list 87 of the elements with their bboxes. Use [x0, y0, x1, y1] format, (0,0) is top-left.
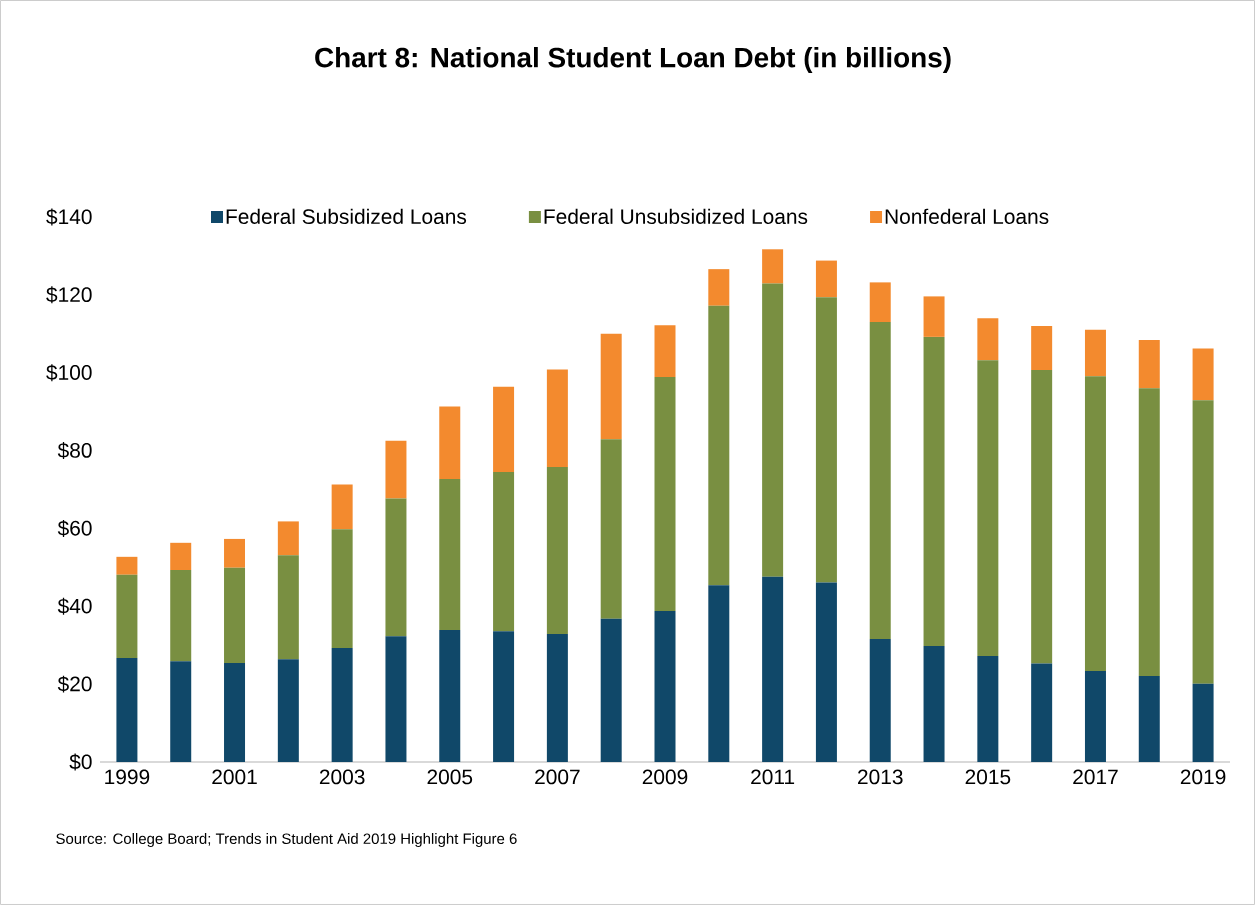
bar [1138, 675, 1160, 762]
bar [923, 296, 945, 337]
bar [600, 333, 622, 440]
bar [977, 318, 999, 361]
bar [654, 325, 676, 377]
bar [1084, 670, 1106, 762]
x-tick-label: 2001 [212, 769, 257, 785]
bar [116, 658, 138, 762]
y-tick-label: $40 [57, 597, 92, 615]
bar [493, 471, 515, 632]
bar [385, 498, 407, 637]
x-tick-label: 2013 [858, 769, 903, 785]
bar [923, 645, 945, 762]
bar [1192, 348, 1214, 401]
bar [546, 369, 568, 467]
bar [1084, 329, 1106, 377]
y-tick-label: $100 [46, 364, 92, 382]
y-tick-label: $80 [57, 442, 92, 460]
legend-label: Nonfederal Loans [885, 208, 1049, 225]
bar [116, 574, 138, 659]
bar [762, 249, 784, 284]
x-tick-label: 2011 [751, 769, 795, 785]
y-tick-label: $20 [57, 675, 92, 693]
bar [331, 647, 353, 762]
bar [385, 440, 407, 499]
bar [600, 439, 622, 619]
bar [1031, 663, 1053, 762]
bar [224, 663, 246, 762]
bar [1192, 683, 1214, 762]
bar [654, 376, 676, 611]
bar [815, 582, 837, 762]
bar [1138, 339, 1160, 389]
bar [600, 618, 622, 762]
bar [331, 484, 353, 530]
bar [762, 576, 784, 762]
bar [762, 283, 784, 577]
bar [170, 570, 192, 662]
bar [170, 661, 192, 762]
bar [224, 538, 246, 568]
bar [869, 282, 891, 323]
bar [869, 322, 891, 639]
x-tick-label: 2017 [1073, 769, 1118, 785]
x-tick-label: 2005 [427, 769, 473, 785]
bar [439, 630, 461, 762]
source-note: Source: College Board; Trends in Student Aid 2019 Highlight Figure 6 [56, 833, 517, 847]
bar [977, 656, 999, 762]
bar [224, 567, 246, 664]
bar [493, 386, 515, 472]
bar [869, 638, 891, 762]
chart-title: Chart 8: National Student Loan Debt (in billions) [315, 47, 951, 73]
bar [439, 406, 461, 479]
bar [708, 585, 730, 762]
bar [546, 466, 568, 634]
bar [708, 305, 730, 586]
bar [1192, 400, 1214, 684]
bar [277, 555, 299, 660]
y-tick-label: $0 [69, 753, 92, 771]
bar [654, 610, 676, 762]
bar [546, 633, 568, 762]
bar [116, 556, 138, 575]
bar [923, 336, 945, 646]
y-tick-label: $140 [46, 208, 92, 226]
bar [1031, 325, 1053, 370]
bar [277, 521, 299, 556]
bar [708, 269, 730, 306]
bar [331, 529, 353, 648]
bar [170, 542, 192, 571]
x-tick-label: 2007 [535, 769, 580, 785]
bar [815, 260, 837, 298]
bar [815, 297, 837, 583]
x-tick-label: 2009 [642, 769, 688, 785]
y-tick-label: $120 [46, 286, 92, 304]
bar [1031, 369, 1053, 664]
bar [1138, 388, 1160, 676]
bar [493, 631, 515, 762]
legend-label: Federal Unsubsidized Loans [544, 208, 808, 225]
bar [1084, 376, 1106, 671]
x-tick-label: 2019 [1180, 769, 1226, 785]
x-tick-label: 1999 [105, 769, 150, 785]
bar [277, 659, 299, 762]
y-tick-label: $60 [57, 519, 92, 537]
legend-label: Federal Subsidized Loans [226, 208, 467, 225]
x-tick-label: 2003 [319, 769, 365, 785]
bar [977, 360, 999, 657]
x-tick-label: 2015 [965, 769, 1011, 785]
bar [385, 636, 407, 762]
bar [439, 478, 461, 631]
